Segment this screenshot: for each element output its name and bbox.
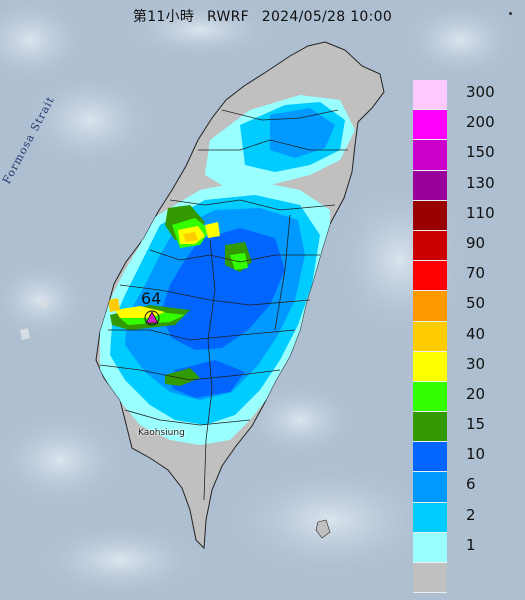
legend-swatch [413,170,447,201]
legend-label: 110 [466,203,495,222]
legend-swatch [413,110,447,141]
rain-area-30mm-b [205,222,220,238]
corner-dot [509,12,512,15]
legend-swatch [413,80,447,111]
legend-label: 15 [466,415,486,434]
max-rainfall-marker[interactable] [144,310,160,326]
legend-swatch [413,351,447,382]
legend-swatch [413,381,447,413]
county-boundaries [99,109,348,501]
legend-swatch [413,321,447,352]
legend-label [452,560,512,590]
legend-label: 130 [466,173,495,192]
legend-swatch [413,261,447,292]
city-label: Kaohsiung [138,428,185,438]
legend-swatch [413,200,447,231]
islands [20,298,331,539]
rain-area-6mm-north [270,108,335,158]
legend-label: 40 [466,324,486,343]
legend-label: 50 [466,294,486,313]
legend-label: 30 [466,354,486,373]
legend-swatch [413,532,447,563]
legend-swatch [413,563,447,594]
legend-label: 1 [466,535,476,554]
legend-colorbar [413,80,447,594]
legend-swatch [413,291,447,322]
legend-label: 6 [466,475,476,494]
forecast-hour: 第11小時 [132,9,195,25]
model-name: RWRF [207,9,249,25]
legend-swatch [413,140,447,171]
legend-label: 200 [466,113,495,132]
rain-area-15mm-d [165,368,200,386]
legend-label: 20 [466,384,486,403]
legend-label: 2 [466,505,476,524]
legend-swatch [413,472,447,503]
legend-labels: 300 200 150 130 110 90 70 50 40 30 20 15 10 6 2 1 [452,80,512,593]
legend-swatch [413,230,447,262]
legend-label: 150 [466,143,495,162]
max-marker-triangle [145,311,159,324]
legend-swatch [413,412,447,443]
map-title: 第11小時 RWRF 2024/05/28 10:00 [0,6,525,26]
forecast-datetime: 2024/05/28 10:00 [261,9,393,25]
legend-label: 10 [466,445,486,464]
legend-label: 90 [466,233,486,252]
legend-label: 70 [466,264,486,283]
legend-swatch [413,442,447,473]
legend-swatch [413,502,447,533]
rain-area-40mm [183,232,198,242]
max-value-label: 64 [141,289,162,308]
legend-label: 300 [466,83,495,101]
rain-area-40mm-b [108,298,120,312]
